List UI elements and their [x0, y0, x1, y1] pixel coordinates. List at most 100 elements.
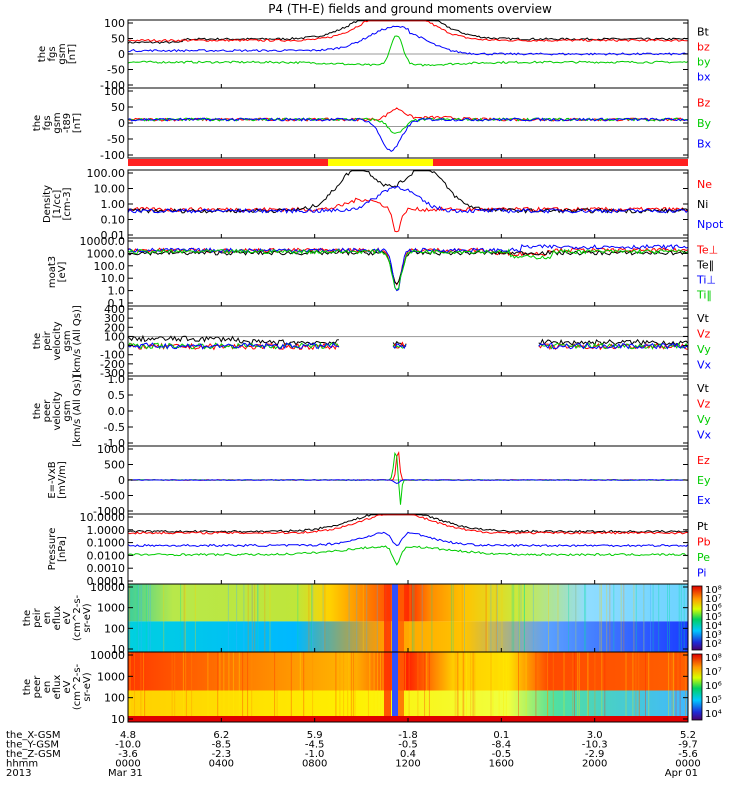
spectrogram-streak	[650, 584, 651, 652]
y-tick-label: 10000.0	[80, 235, 126, 248]
spectrogram-streak	[518, 584, 520, 652]
legend-label: Bx	[697, 138, 712, 151]
trace-temperature-Te‖	[127, 249, 689, 285]
trace-peir_velocity-Vx	[538, 342, 689, 350]
y-axis-label: peer	[32, 675, 43, 699]
y-axis-label: eV	[62, 611, 73, 624]
spectrogram-streak	[486, 584, 487, 652]
trace-fgs-bz	[127, 20, 688, 43]
spectrogram-streak	[247, 584, 249, 652]
y-tick-label: -50	[107, 64, 125, 77]
spectrogram-streak	[174, 652, 176, 722]
spectrogram-streak	[578, 652, 580, 722]
y-axis-label: [cm-3]	[62, 187, 73, 220]
y-axis-label: eV	[62, 680, 73, 693]
y-tick-label: 1.0	[108, 373, 126, 386]
spectrogram-streak	[322, 584, 324, 652]
spectrogram-streak	[601, 652, 603, 722]
spectrogram-streak	[136, 584, 138, 652]
colorbar-tick-label: 10⁷	[705, 594, 722, 605]
y-axis-label: [nT]	[72, 113, 83, 133]
y-axis-label: (cm^2-s-	[72, 663, 83, 710]
legend-label: Ti⊥	[696, 274, 716, 287]
spectrogram-streak	[148, 584, 149, 652]
spectrogram-crossing-edge	[384, 652, 391, 722]
y-tick-label: 0	[118, 474, 125, 487]
spectrogram-streak	[243, 584, 245, 652]
spectrogram-streak	[207, 652, 209, 722]
y-axis-label: the	[32, 115, 43, 131]
x-axis-value: -5.6	[678, 749, 698, 760]
spectrogram-streak	[485, 584, 487, 652]
spectrogram-crossing-edge	[398, 652, 404, 722]
trace-pressure-Pe	[127, 545, 689, 566]
panel-peer_eflux: 10⁸ 10⁷ 10⁶ 10⁵ 10⁴ 10000 1000 100 10 the peer en ef…	[22, 649, 722, 726]
x-axis-value: -8.5	[212, 740, 232, 751]
spectrogram-streak	[380, 652, 381, 722]
spectrogram-streak	[572, 652, 574, 722]
legend-label: Pe	[697, 551, 710, 564]
spectrogram-streak	[599, 584, 601, 652]
y-tick-label: 500	[104, 459, 125, 472]
spectrogram-streak	[643, 584, 645, 652]
y-axis-label: fgs	[42, 115, 53, 130]
trace-temperature-Ti‖	[127, 248, 689, 291]
panel-density: Ne Ni Npot 100.00 10.00 1.00 0.10 0.01 Density [1…	[42, 167, 724, 242]
panel-efield: Ez Ey Ex 1000 500 0 -500 -1000 E=-VxB [mV/m]	[47, 443, 711, 518]
spectrogram-streak	[525, 652, 527, 722]
spectrogram-streak	[129, 652, 131, 722]
x-axis-value: 2000	[582, 759, 607, 770]
y-tick-label: 100	[104, 692, 125, 705]
x-axis-annotation: the_X-GSMthe_Y-GSMthe_Z-GSMhhmm20134.8-1…	[6, 730, 701, 779]
y-axis-label: moat3	[47, 256, 58, 288]
y-axis-label: [1/cc]	[52, 190, 63, 219]
spectrogram-streak	[421, 584, 423, 652]
spectrogram-streak	[431, 584, 433, 652]
spectrogram-streak	[470, 652, 472, 722]
x-axis-value: -0.5	[492, 749, 512, 760]
trace-density-Npot	[127, 185, 689, 214]
y-tick-label: 400	[104, 303, 125, 316]
spectrogram-streak	[472, 652, 474, 722]
spectrogram-streak	[180, 584, 182, 652]
spectrogram-streak	[297, 584, 299, 652]
spectrogram-streak	[352, 652, 354, 722]
spectrogram-streak	[523, 584, 525, 652]
x-axis-value: -1.8	[398, 730, 418, 741]
trace-pressure-Pi	[127, 531, 689, 548]
y-axis-label: -t89	[62, 113, 73, 133]
spectrogram-streak	[587, 652, 589, 722]
x-axis-value: -2.9	[585, 749, 605, 760]
y-axis-label: eflux	[52, 675, 63, 700]
spectrogram-streak	[547, 652, 549, 722]
spectrogram-streak	[464, 584, 465, 652]
legend-label: Vy	[697, 343, 711, 356]
y-tick-label: 10000	[90, 649, 125, 662]
colorbar-tick-label: 10⁶	[705, 681, 722, 692]
trace-peir_velocity-Vt	[127, 334, 339, 347]
spectrogram-streak	[452, 584, 454, 652]
panel-fgs_t89: Bz By Bx 100 50 0 -50 -100 the fgs gsm -t89 [nT]	[32, 85, 712, 162]
spectrogram-streak	[454, 652, 456, 722]
spectrogram-streak	[356, 584, 358, 652]
trace-density-Ni	[127, 170, 689, 214]
spectrogram-streak	[238, 652, 240, 722]
y-tick-label: 0.10	[101, 214, 126, 227]
spectrogram-streak	[312, 652, 314, 722]
y-axis-label: the	[32, 333, 43, 349]
y-axis-label: fgs	[47, 46, 58, 61]
y-tick-label: 1000	[97, 443, 125, 456]
spectrogram-streak	[633, 584, 635, 652]
colorbar-tick-label: 10⁴	[705, 621, 722, 632]
y-axis-label: peir	[32, 607, 43, 627]
legend-label: Ne	[697, 178, 712, 191]
spectrogram-streak	[680, 584, 682, 652]
spectrogram-streak	[645, 652, 646, 722]
spectrogram-streak	[324, 584, 326, 652]
spectrogram-streak	[463, 652, 465, 722]
spectrogram-streak	[524, 584, 525, 652]
spectrogram-streak	[600, 584, 602, 652]
panel-pressure: Pt Pb Pe Pi 10.00001.00000.10000.01000.00100…	[47, 511, 711, 588]
spectrogram-streak	[242, 652, 244, 722]
